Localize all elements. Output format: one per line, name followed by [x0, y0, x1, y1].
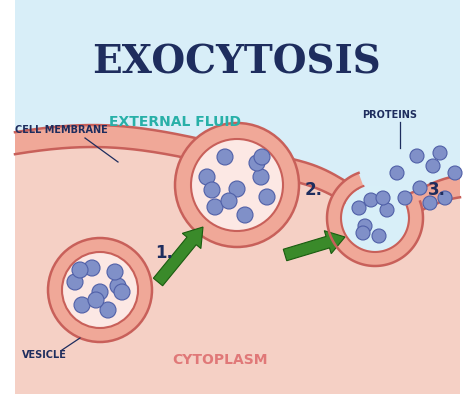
- Circle shape: [217, 149, 233, 165]
- Text: 1.: 1.: [155, 244, 173, 262]
- Circle shape: [352, 201, 366, 215]
- Circle shape: [390, 166, 404, 180]
- Circle shape: [114, 284, 130, 300]
- Text: EXOCYTOSIS: EXOCYTOSIS: [92, 43, 382, 81]
- Circle shape: [410, 149, 424, 163]
- Circle shape: [62, 252, 138, 328]
- Circle shape: [237, 207, 253, 223]
- Circle shape: [380, 203, 394, 217]
- Circle shape: [221, 193, 237, 209]
- Circle shape: [88, 292, 104, 308]
- Circle shape: [376, 191, 390, 205]
- Polygon shape: [15, 0, 460, 199]
- Circle shape: [259, 189, 275, 205]
- FancyArrow shape: [154, 227, 203, 286]
- Circle shape: [84, 260, 100, 276]
- Circle shape: [191, 139, 283, 231]
- Circle shape: [372, 229, 386, 243]
- Polygon shape: [15, 125, 460, 221]
- Polygon shape: [327, 173, 423, 266]
- Circle shape: [423, 196, 437, 210]
- Circle shape: [356, 226, 370, 240]
- Circle shape: [229, 181, 245, 197]
- Circle shape: [48, 238, 152, 342]
- FancyArrow shape: [283, 230, 345, 261]
- Text: EXTERNAL FLUID: EXTERNAL FLUID: [109, 115, 241, 129]
- Circle shape: [92, 284, 108, 300]
- Circle shape: [204, 182, 220, 198]
- Text: CELL MEMBRANE: CELL MEMBRANE: [15, 125, 108, 135]
- Circle shape: [438, 191, 452, 205]
- Circle shape: [413, 181, 427, 195]
- Circle shape: [100, 302, 116, 318]
- Circle shape: [175, 123, 299, 247]
- Circle shape: [254, 149, 270, 165]
- Circle shape: [364, 193, 378, 207]
- Text: 2.: 2.: [305, 181, 323, 199]
- Polygon shape: [15, 147, 460, 394]
- Text: CYTOPLASM: CYTOPLASM: [172, 353, 268, 367]
- Circle shape: [107, 264, 123, 280]
- Circle shape: [358, 219, 372, 233]
- Circle shape: [433, 146, 447, 160]
- Circle shape: [253, 169, 269, 185]
- Circle shape: [448, 166, 462, 180]
- Circle shape: [342, 185, 408, 251]
- Circle shape: [110, 278, 126, 294]
- Text: VESICLE: VESICLE: [22, 350, 67, 360]
- Text: 3.: 3.: [428, 181, 446, 199]
- Circle shape: [72, 262, 88, 278]
- Circle shape: [249, 155, 265, 171]
- Circle shape: [426, 159, 440, 173]
- Circle shape: [199, 169, 215, 185]
- Circle shape: [74, 297, 90, 313]
- Circle shape: [67, 274, 83, 290]
- Text: PROTEINS: PROTEINS: [363, 110, 418, 120]
- Circle shape: [398, 191, 412, 205]
- Circle shape: [207, 199, 223, 215]
